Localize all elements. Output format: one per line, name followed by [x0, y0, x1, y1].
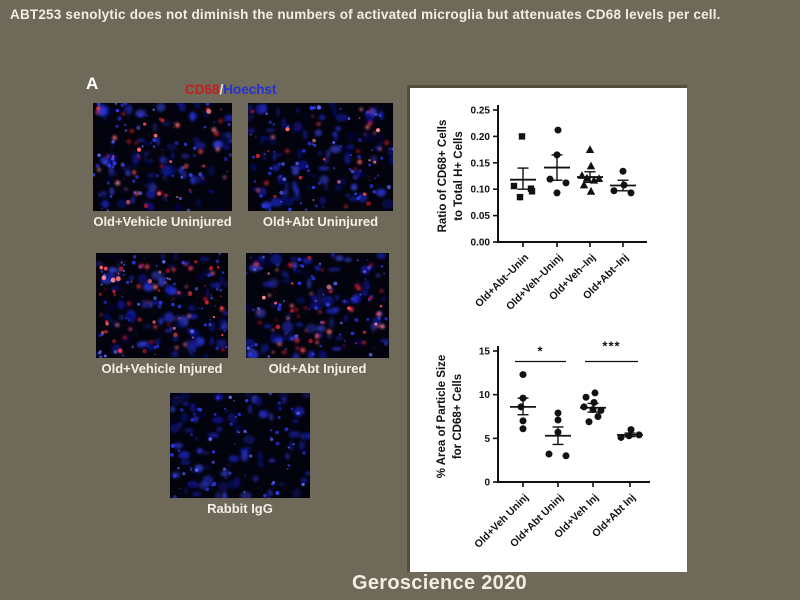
svg-text:0.15: 0.15 — [471, 158, 491, 169]
svg-text:10: 10 — [479, 390, 491, 401]
svg-text:to Total H+ Cells: to Total H+ Cells — [453, 131, 465, 221]
micrograph-label: Old+Vehicle Injured — [101, 361, 223, 376]
micrograph-old-vehicle-injured: Old+Vehicle Injured — [96, 253, 228, 376]
charts-panel: 0.25 0.20 0.15 0.10 0.05 0.00 Old+Abt–Unin Old+… — [407, 85, 687, 572]
svg-text:5: 5 — [484, 434, 490, 445]
micrograph-label: Rabbit IgG — [207, 501, 273, 516]
micrograph-image — [96, 253, 228, 358]
svg-text:% Area of Particle Size: % Area of Particle Size — [436, 355, 448, 479]
stain-slash: / — [219, 82, 224, 97]
micrograph-image — [248, 103, 393, 211]
micrograph-old-abt-injured: Old+Abt Injured — [246, 253, 389, 376]
micrograph-image — [170, 393, 310, 498]
svg-text:*: * — [537, 343, 543, 358]
svg-text:15: 15 — [479, 347, 491, 358]
micrograph-image — [246, 253, 389, 358]
svg-text:0.25: 0.25 — [471, 106, 491, 117]
svg-text:for CD68+ Cells: for CD68+ Cells — [452, 374, 464, 459]
micrograph-old-abt-uninjured: Old+Abt Uninjured — [248, 103, 393, 229]
micrograph-label: Old+Vehicle Uninjured — [93, 214, 232, 229]
hoechst-stain-label: Hoechst — [223, 82, 277, 97]
citation: Geroscience 2020 — [352, 572, 527, 594]
cd68-stain-label: CD68 — [185, 82, 220, 97]
cd68-ratio-scatter-chart: 0.250.200.150.100.050.00Old+Abt–UninOld+… — [437, 105, 647, 313]
svg-text:Ratio of CD68+ Cells: Ratio of CD68+ Cells — [437, 120, 449, 233]
svg-text:0.10: 0.10 — [471, 185, 491, 196]
panel-a-label: A — [86, 74, 99, 93]
micrograph-rabbit-igg: Rabbit IgG — [170, 393, 310, 516]
svg-text:0.20: 0.20 — [471, 132, 491, 143]
micrograph-label: Old+Abt Injured — [268, 361, 367, 376]
svg-text:0.00: 0.00 — [471, 238, 491, 249]
svg-text:0.05: 0.05 — [471, 211, 491, 222]
slide-title: ABT253 senolytic does not diminish the n… — [10, 7, 721, 22]
micrograph-image — [93, 103, 232, 211]
svg-text:***: *** — [602, 338, 620, 353]
micrograph-label: Old+Abt Uninjured — [262, 214, 379, 229]
stain-legend: CD68/Hoechst — [185, 82, 277, 97]
micrograph-old-vehicle-uninjured: Old+Vehicle Uninjured — [93, 103, 232, 229]
svg-text:0: 0 — [484, 478, 490, 489]
